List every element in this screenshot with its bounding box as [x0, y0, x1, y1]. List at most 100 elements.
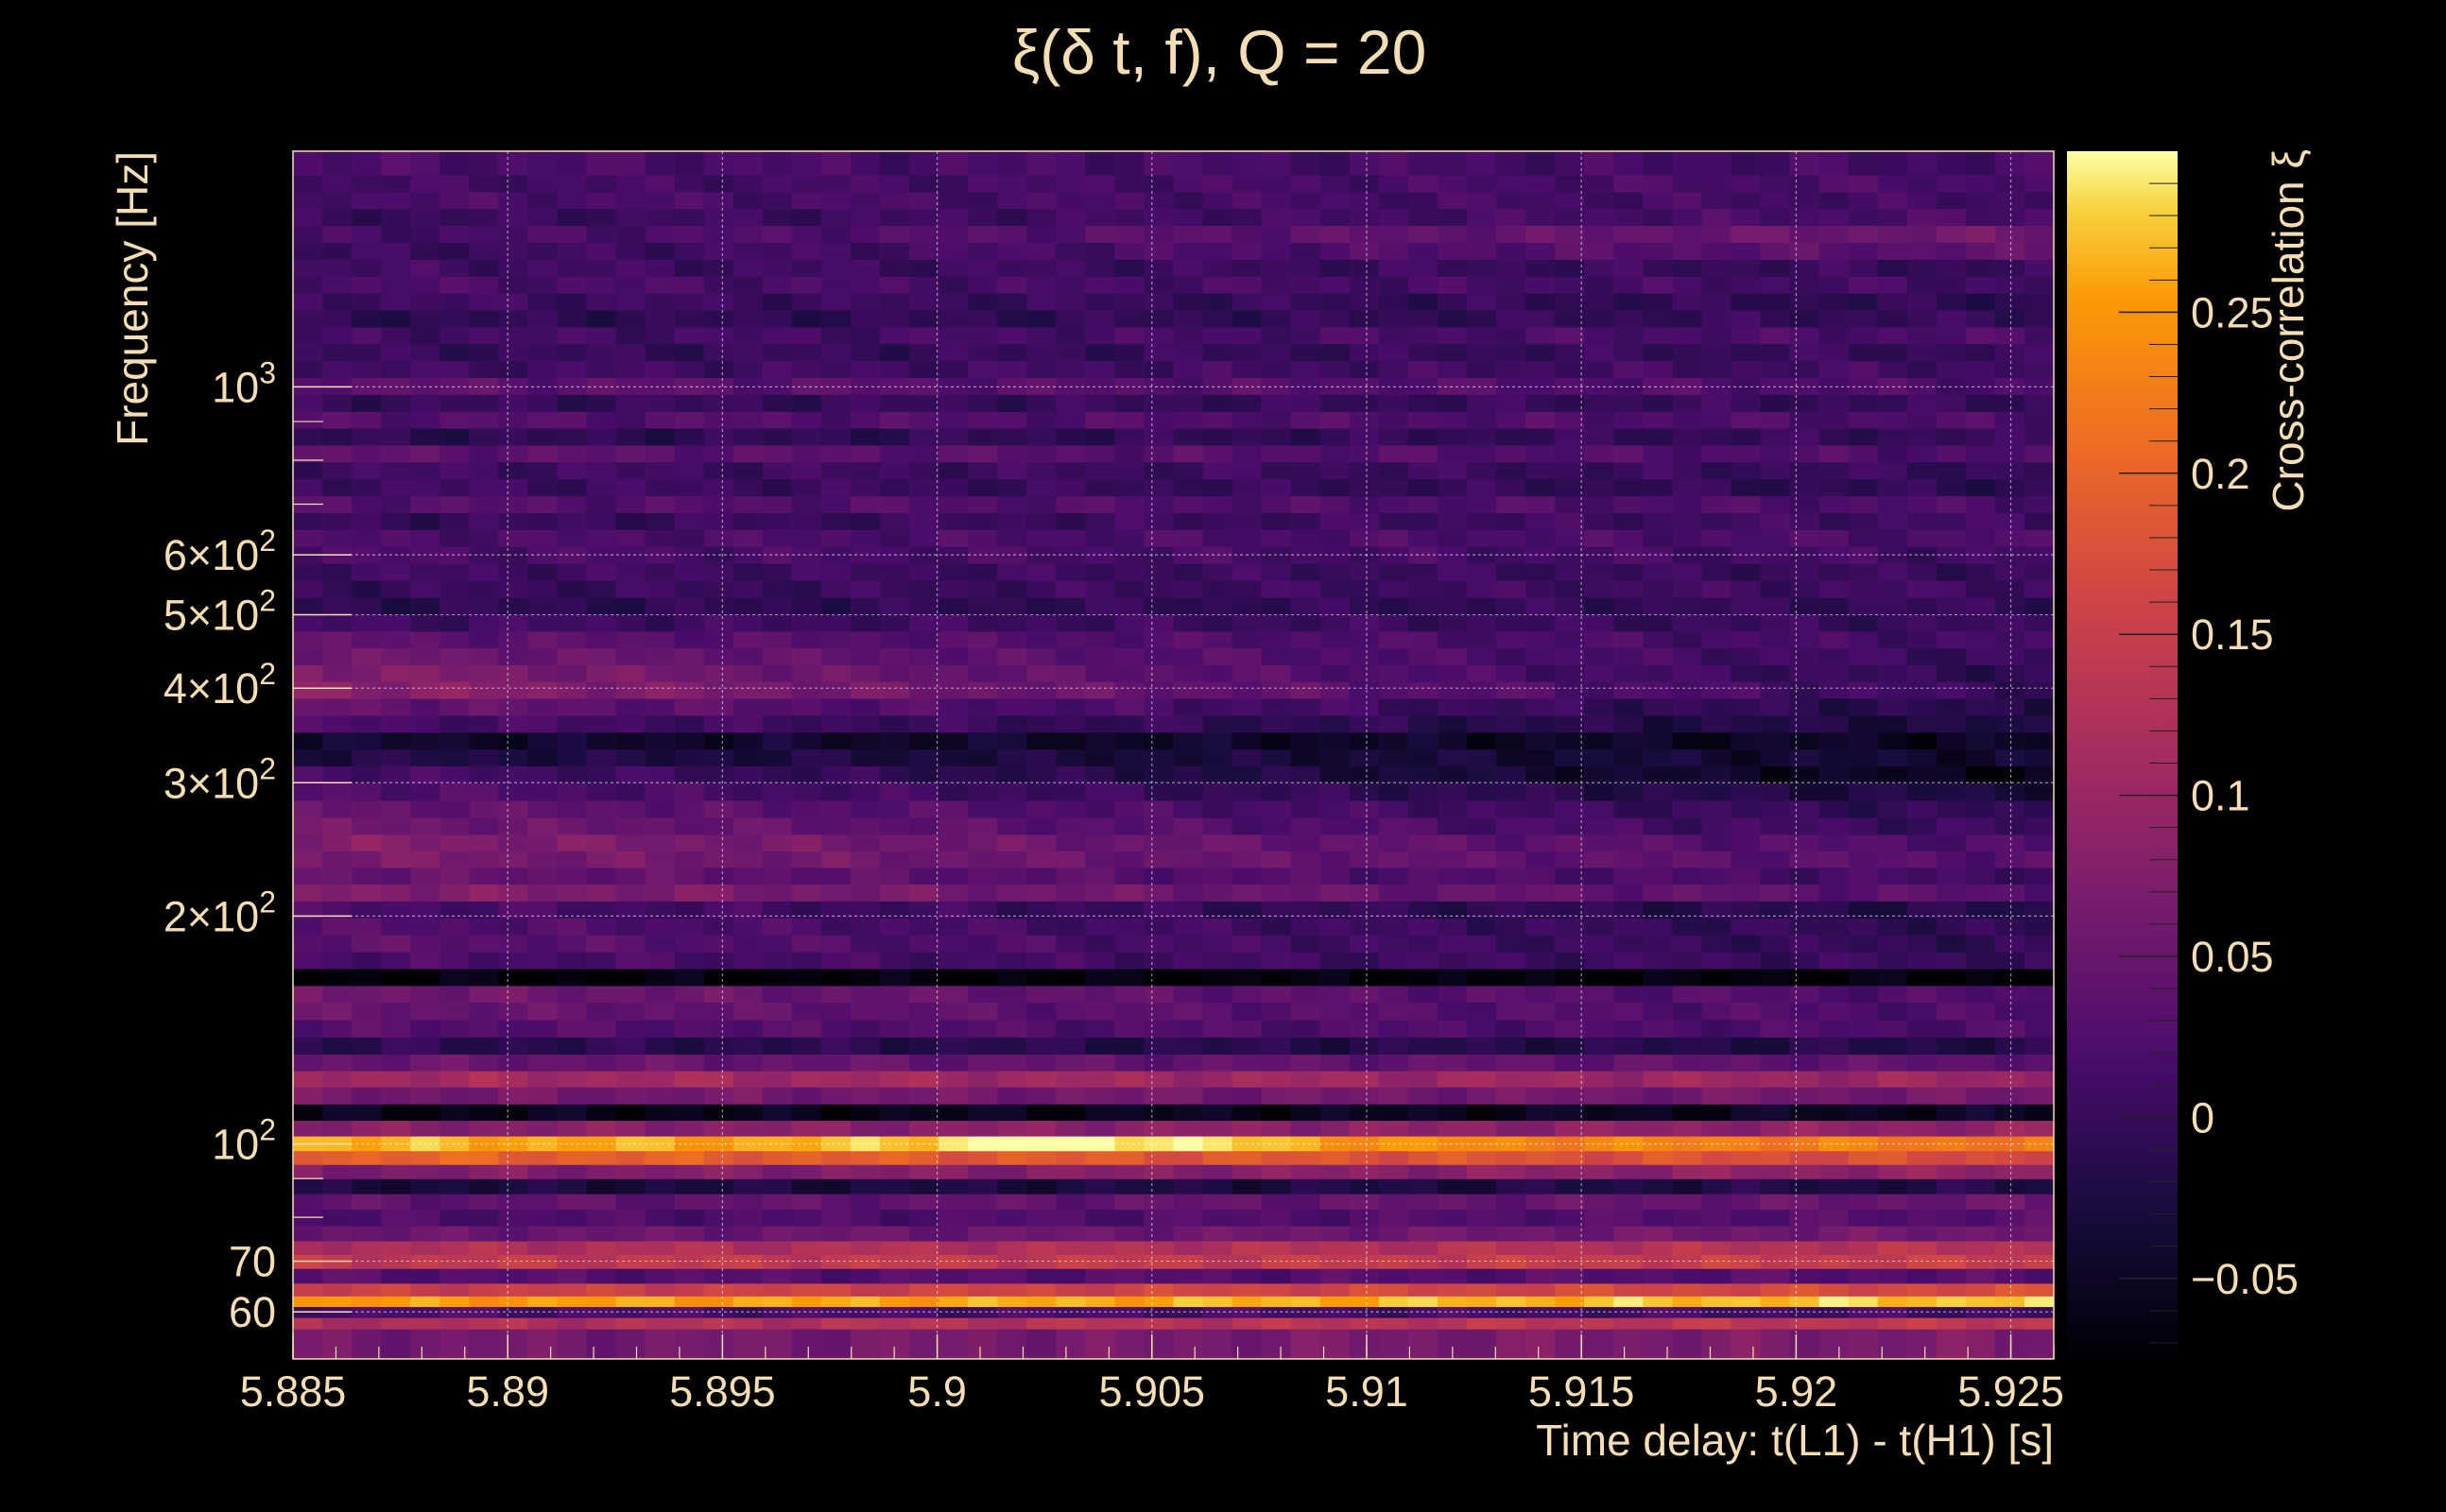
heatmap-cell — [820, 664, 852, 682]
y-tick-label: 103 — [212, 355, 276, 411]
heatmap-cell — [1290, 444, 1321, 463]
heatmap-cell — [1672, 1104, 1702, 1122]
heatmap-cell — [968, 191, 998, 210]
heatmap-cell — [968, 580, 998, 598]
heatmap-cell — [381, 563, 411, 581]
heatmap-cell — [1555, 151, 1585, 176]
heatmap-cell — [1114, 597, 1145, 615]
heatmap-cell — [1848, 1150, 1879, 1165]
heatmap-cell — [1173, 782, 1204, 801]
heatmap-cell — [1789, 428, 1820, 446]
heatmap-cell — [1378, 208, 1409, 227]
heatmap-cell — [939, 1120, 969, 1137]
heatmap-cell — [322, 714, 353, 733]
heatmap-cell — [997, 799, 1027, 818]
heatmap-cell — [1290, 647, 1321, 665]
heatmap-cell — [1701, 1002, 1732, 1021]
heatmap-cell — [381, 1019, 411, 1038]
heatmap-cell — [1760, 935, 1791, 953]
heatmap-cell — [1085, 512, 1115, 530]
heatmap-cell — [1848, 1268, 1879, 1284]
heatmap-cell — [1555, 884, 1585, 902]
heatmap-cell — [1467, 1150, 1497, 1165]
heatmap-cell — [1848, 782, 1879, 801]
heatmap-cell — [439, 512, 470, 530]
heatmap-cell — [1261, 309, 1292, 328]
heatmap-cell — [674, 461, 705, 480]
heatmap-cell — [1818, 630, 1850, 648]
heatmap-cell — [1760, 1087, 1791, 1105]
heatmap-cell — [939, 918, 969, 936]
heatmap-cell — [1760, 259, 1791, 277]
heatmap-cell — [1672, 1306, 1702, 1318]
heatmap-cell — [1555, 461, 1585, 480]
heatmap-cell — [939, 377, 969, 395]
heatmap-cell — [1407, 985, 1438, 1003]
heatmap-cell — [645, 1136, 676, 1152]
heatmap-cell — [615, 799, 646, 818]
heatmap-cell — [1378, 597, 1409, 615]
heatmap-cell — [1789, 613, 1820, 632]
heatmap-cell — [439, 1150, 470, 1165]
heatmap-cell — [997, 580, 1027, 598]
heatmap-cell — [703, 884, 734, 902]
heatmap-cell — [880, 647, 910, 665]
heatmap-cell — [615, 918, 646, 936]
heatmap-cell — [1994, 529, 2025, 547]
heatmap-cell — [1290, 512, 1321, 530]
heatmap-cell — [1114, 151, 1145, 176]
heatmap-cell — [1584, 151, 1614, 176]
heatmap-cell — [1731, 1104, 1762, 1122]
heatmap-cell — [1818, 782, 1850, 801]
heatmap-cell — [557, 647, 588, 665]
heatmap-cell — [2024, 901, 2054, 919]
heatmap-cell — [1407, 1329, 1438, 1359]
heatmap-cell — [1760, 1037, 1791, 1055]
heatmap-cell — [1701, 1240, 1732, 1255]
heatmap-cell — [1407, 293, 1438, 311]
heatmap-cell — [1818, 1087, 1850, 1105]
heatmap-cell — [293, 242, 323, 260]
heatmap-cell — [557, 918, 588, 936]
heatmap-cell — [909, 174, 939, 193]
heatmap-cell — [1936, 478, 1967, 497]
heatmap-cell — [1760, 428, 1791, 446]
heatmap-cell — [1085, 918, 1115, 936]
heatmap-cell — [732, 799, 764, 818]
heatmap-cell — [1407, 1240, 1438, 1255]
heatmap-cell — [1407, 935, 1438, 953]
heatmap-cell — [762, 529, 793, 547]
heatmap-cell — [1760, 1296, 1791, 1308]
heatmap-cell — [1114, 1240, 1145, 1255]
heatmap-cell — [1232, 664, 1263, 682]
heatmap-cell — [1643, 1087, 1673, 1105]
heatmap-cell — [2024, 444, 2054, 463]
heatmap-cell — [997, 1317, 1027, 1330]
heatmap-cell — [850, 1002, 881, 1021]
heatmap-cell — [850, 1240, 881, 1255]
heatmap-cell — [1496, 529, 1526, 547]
heatmap-cell — [1144, 782, 1175, 801]
heatmap-cell — [1173, 1037, 1204, 1055]
heatmap-cell — [820, 647, 852, 665]
heatmap-cell — [997, 714, 1027, 733]
heatmap-cell — [1144, 151, 1175, 176]
heatmap-cell — [762, 293, 793, 311]
heatmap-cell — [557, 191, 588, 210]
heatmap-cell — [1643, 850, 1673, 868]
heatmap-cell — [1965, 309, 1996, 328]
heatmap-cell — [1701, 428, 1732, 446]
heatmap-cell — [615, 495, 646, 514]
heatmap-cell — [1437, 714, 1468, 733]
heatmap-cell — [820, 1164, 852, 1179]
heatmap-cell — [1232, 191, 1263, 210]
heatmap-cell — [1789, 985, 1820, 1003]
heatmap-cell — [1760, 1070, 1791, 1088]
heatmap-cell — [762, 1296, 793, 1308]
heatmap-cell — [1144, 1254, 1175, 1269]
heatmap-cell — [381, 968, 411, 987]
heatmap-cell — [1672, 1194, 1702, 1211]
heatmap-cell — [645, 1104, 676, 1122]
heatmap-cell — [1525, 151, 1556, 176]
heatmap-cell — [1026, 664, 1057, 682]
